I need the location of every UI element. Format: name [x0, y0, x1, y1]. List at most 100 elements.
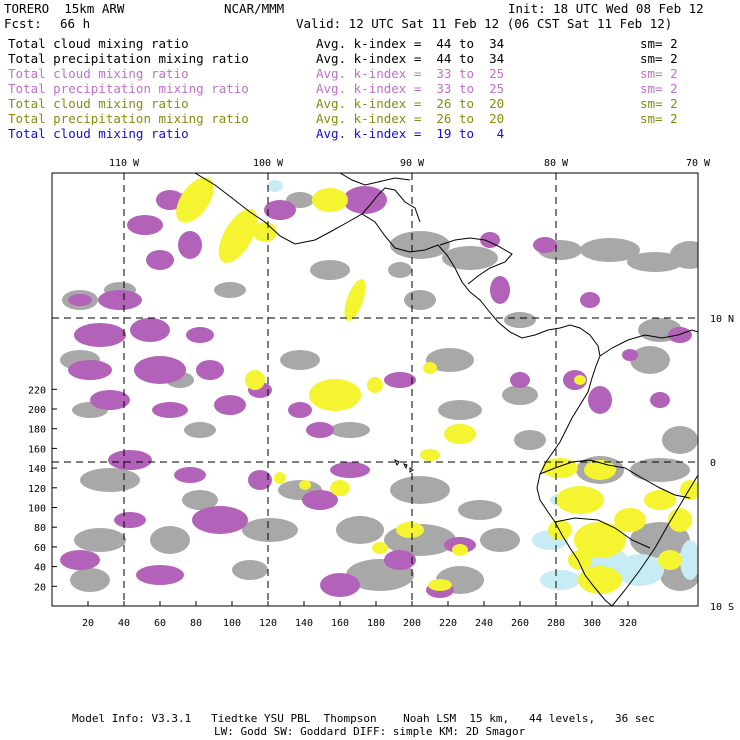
legend-smoothing: sm= 2 — [640, 36, 678, 51]
field-blob — [658, 550, 682, 570]
field-blob — [580, 238, 640, 262]
field-blob — [306, 422, 334, 438]
model-info-line2: LW: Godd SW: Goddard DIFF: simple KM: 2D… — [214, 725, 526, 738]
forecast-hour: 66 h — [60, 16, 91, 31]
field-blob — [343, 186, 387, 214]
field-blob — [542, 458, 578, 478]
y-tick-label: 140 — [28, 464, 46, 475]
x-tick-label: 80 — [190, 618, 202, 629]
field-blob — [336, 516, 384, 544]
y-axis-ticks: 20 40 60 80 100 120 140 160 180 200 220 — [28, 385, 57, 593]
field-blob — [136, 565, 184, 585]
field-blob — [330, 462, 370, 478]
field-blob — [367, 377, 383, 393]
y-tick-label: 20 — [34, 582, 46, 593]
field-blob — [218, 209, 258, 263]
legend-smoothing: sm= 2 — [640, 96, 678, 111]
field-blob — [80, 468, 140, 492]
field-blob — [390, 476, 450, 504]
latitude-labels: 10 N 0 10 S — [710, 314, 734, 613]
field-blob — [510, 372, 530, 388]
field-blob — [267, 180, 283, 192]
field-blob — [98, 290, 142, 310]
field-blob — [420, 449, 440, 461]
x-tick-label: 180 — [367, 618, 385, 629]
legend-field-name: Total precipitation mixing ratio — [8, 81, 249, 96]
coastlines — [194, 173, 698, 606]
field-blob — [504, 312, 536, 328]
field-blob — [514, 430, 546, 450]
field-blob — [232, 560, 268, 580]
field-blob — [614, 508, 646, 532]
field-blob — [650, 392, 670, 408]
field-blob — [630, 346, 670, 374]
field-blob — [330, 422, 370, 438]
field-blob — [176, 177, 214, 223]
yellow-cloud-areas — [176, 177, 698, 594]
field-blob — [622, 349, 638, 361]
field-blob — [670, 241, 698, 269]
field-blob — [668, 508, 692, 532]
field-blob — [186, 327, 214, 343]
field-blob — [248, 470, 272, 490]
field-blob — [90, 390, 130, 410]
field-blob — [280, 350, 320, 370]
legend-field-name: Total precipitation mixing ratio — [8, 51, 249, 66]
field-blob — [630, 458, 690, 482]
x-tick-label: 100 — [223, 618, 241, 629]
field-blob — [480, 528, 520, 552]
field-blob — [384, 372, 416, 388]
legend-kindex-range: Avg. k-index = 26 to 20 — [316, 96, 505, 111]
field-blob — [540, 570, 580, 590]
x-tick-label: 240 — [475, 618, 493, 629]
legend-kindex-range: Avg. k-index = 19 to 4 — [316, 126, 505, 141]
legend-kindex-range: Avg. k-index = 44 to 34 — [316, 51, 505, 66]
field-blob — [264, 200, 296, 220]
y-tick-label: 80 — [34, 523, 46, 534]
field-blob — [70, 568, 110, 592]
legend-smoothing: sm= 2 — [640, 66, 678, 81]
field-blob — [134, 356, 186, 384]
field-blob — [452, 544, 468, 556]
x-tick-label: 260 — [511, 618, 529, 629]
x-tick-label: 220 — [439, 618, 457, 629]
field-blob — [178, 231, 202, 259]
longitude-labels: 110 W 100 W 90 W 80 W 70 W — [109, 158, 711, 169]
field-blob — [568, 550, 592, 570]
legend-field-name: Total precipitation mixing ratio — [8, 111, 249, 126]
field-blob — [372, 542, 388, 554]
x-tick-label: 120 — [259, 618, 277, 629]
graticule — [52, 173, 698, 606]
field-blob — [320, 573, 360, 597]
longitude-label: 90 W — [400, 158, 425, 169]
field-blob — [627, 252, 683, 272]
field-blob — [146, 250, 174, 270]
field-blob — [548, 520, 572, 540]
forecast-label: Fcst: — [4, 16, 42, 31]
field-blob — [68, 360, 112, 380]
field-blob — [680, 540, 698, 580]
x-tick-label: 20 — [82, 618, 94, 629]
field-blob — [344, 279, 366, 321]
y-tick-label: 40 — [34, 563, 46, 574]
x-tick-label: 200 — [403, 618, 421, 629]
y-tick-label: 60 — [34, 543, 46, 554]
legend-field-name: Total cloud mixing ratio — [8, 36, 189, 51]
purple-cloud-areas — [60, 186, 692, 598]
field-blob — [444, 424, 476, 444]
latitude-label: 10 N — [710, 314, 734, 325]
field-blob — [130, 318, 170, 342]
field-blob — [426, 348, 474, 372]
legend-field-name: Total cloud mixing ratio — [8, 126, 189, 141]
field-blob — [108, 450, 152, 470]
x-axis-ticks: 20 40 60 80 100 120 140 160 180 200 220 240 260 280 30… — [82, 601, 637, 629]
field-blob — [384, 550, 416, 570]
legend-kindex-range: Avg. k-index = 33 to 25 — [316, 81, 505, 96]
field-blob — [192, 506, 248, 534]
field-blob — [388, 262, 412, 278]
legend-field-name: Total cloud mixing ratio — [8, 66, 189, 81]
field-blob — [438, 400, 482, 420]
map-field-layer — [60, 173, 698, 606]
x-tick-label: 60 — [154, 618, 166, 629]
field-blob — [442, 246, 498, 270]
